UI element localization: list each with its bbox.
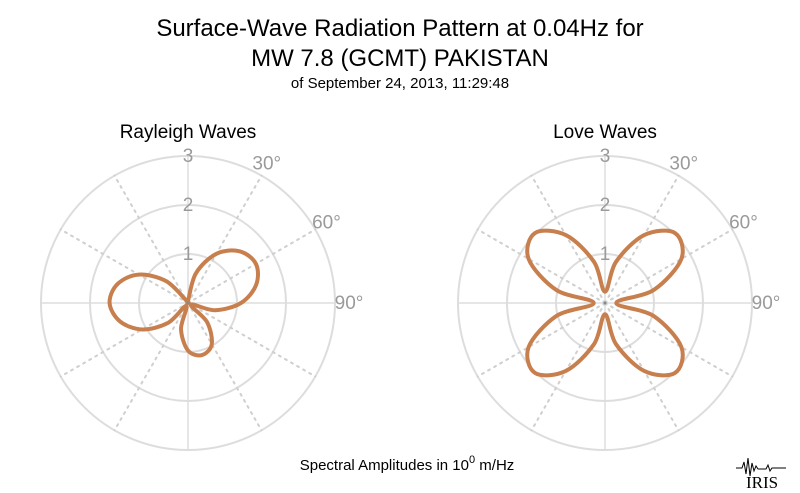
chart-subtitle: of September 24, 2013, 11:29:48 — [291, 75, 509, 92]
rayleigh-spoke-330 — [113, 174, 189, 304]
love-pattern-curve — [525, 228, 685, 378]
rayleigh-radial-tick-label-1: 2 — [183, 195, 194, 216]
love-radial-tick-label-0: 1 — [600, 244, 611, 265]
love-origin-dot — [603, 301, 607, 305]
rayleigh-spoke-240 — [59, 302, 189, 378]
love-spoke-300 — [476, 228, 606, 304]
rayleigh-origin-dot — [186, 301, 190, 305]
love-spoke-150 — [604, 302, 680, 432]
amplitude-units-exponent: 0 — [469, 454, 475, 466]
rayleigh-angle-tick-label-0: 30° — [252, 154, 281, 175]
rayleigh-panel: 1 2 3 30° 60° 90° Rayleigh Waves — [40, 122, 364, 451]
love-spoke-210 — [530, 302, 606, 432]
amplitude-units-suffix: m/Hz — [475, 457, 514, 474]
love-radial-tick-label-1: 2 — [600, 195, 611, 216]
rayleigh-spoke-30 — [187, 174, 263, 304]
rayleigh-pattern-curve — [107, 248, 260, 358]
love-spoke-60 — [604, 228, 734, 304]
love-spoke-240 — [476, 302, 606, 378]
love-spoke-120 — [604, 302, 734, 378]
love-angle-tick-label-2: 90° — [752, 293, 781, 314]
rayleigh-spoke-120 — [187, 302, 317, 378]
chart-title-line2: MW 7.8 (GCMT) PAKISTAN — [251, 45, 549, 72]
love-panel-title: Love Waves — [553, 122, 657, 143]
rayleigh-panel-title: Rayleigh Waves — [120, 122, 257, 143]
rayleigh-angle-tick-label-2: 90° — [335, 293, 364, 314]
love-spoke-30 — [604, 174, 680, 304]
rayleigh-spoke-210 — [113, 302, 189, 432]
rayleigh-spoke-150 — [187, 302, 263, 432]
love-angle-tick-label-1: 60° — [729, 213, 758, 234]
love-spoke-330 — [530, 174, 606, 304]
chart-title-line1: Surface-Wave Radiation Pattern at 0.04Hz… — [156, 15, 643, 42]
rayleigh-angle-tick-label-1: 60° — [312, 213, 341, 234]
iris-logo: IRIS — [736, 457, 786, 492]
love-panel: 1 2 3 30° 60° 90° Love Waves — [457, 122, 781, 451]
amplitude-units-label: Spectral Amplitudes in 100 m/Hz — [300, 454, 515, 474]
amplitude-units-prefix: Spectral Amplitudes in 10 — [300, 457, 469, 474]
iris-logo-text: IRIS — [746, 473, 778, 492]
rayleigh-spoke-300 — [59, 228, 189, 304]
rayleigh-radial-tick-label-2: 3 — [183, 146, 194, 167]
seismogram-icon — [736, 457, 786, 477]
love-angle-tick-label-0: 30° — [669, 154, 698, 175]
rayleigh-radial-tick-label-0: 1 — [183, 244, 194, 265]
love-radial-tick-label-2: 3 — [600, 146, 611, 167]
